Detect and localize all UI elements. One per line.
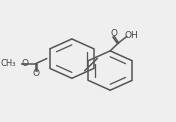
Text: CH₃: CH₃ [1,59,16,68]
Text: O: O [33,69,40,78]
Text: O: O [111,29,118,38]
Text: O: O [22,59,29,68]
Text: OH: OH [124,31,138,40]
